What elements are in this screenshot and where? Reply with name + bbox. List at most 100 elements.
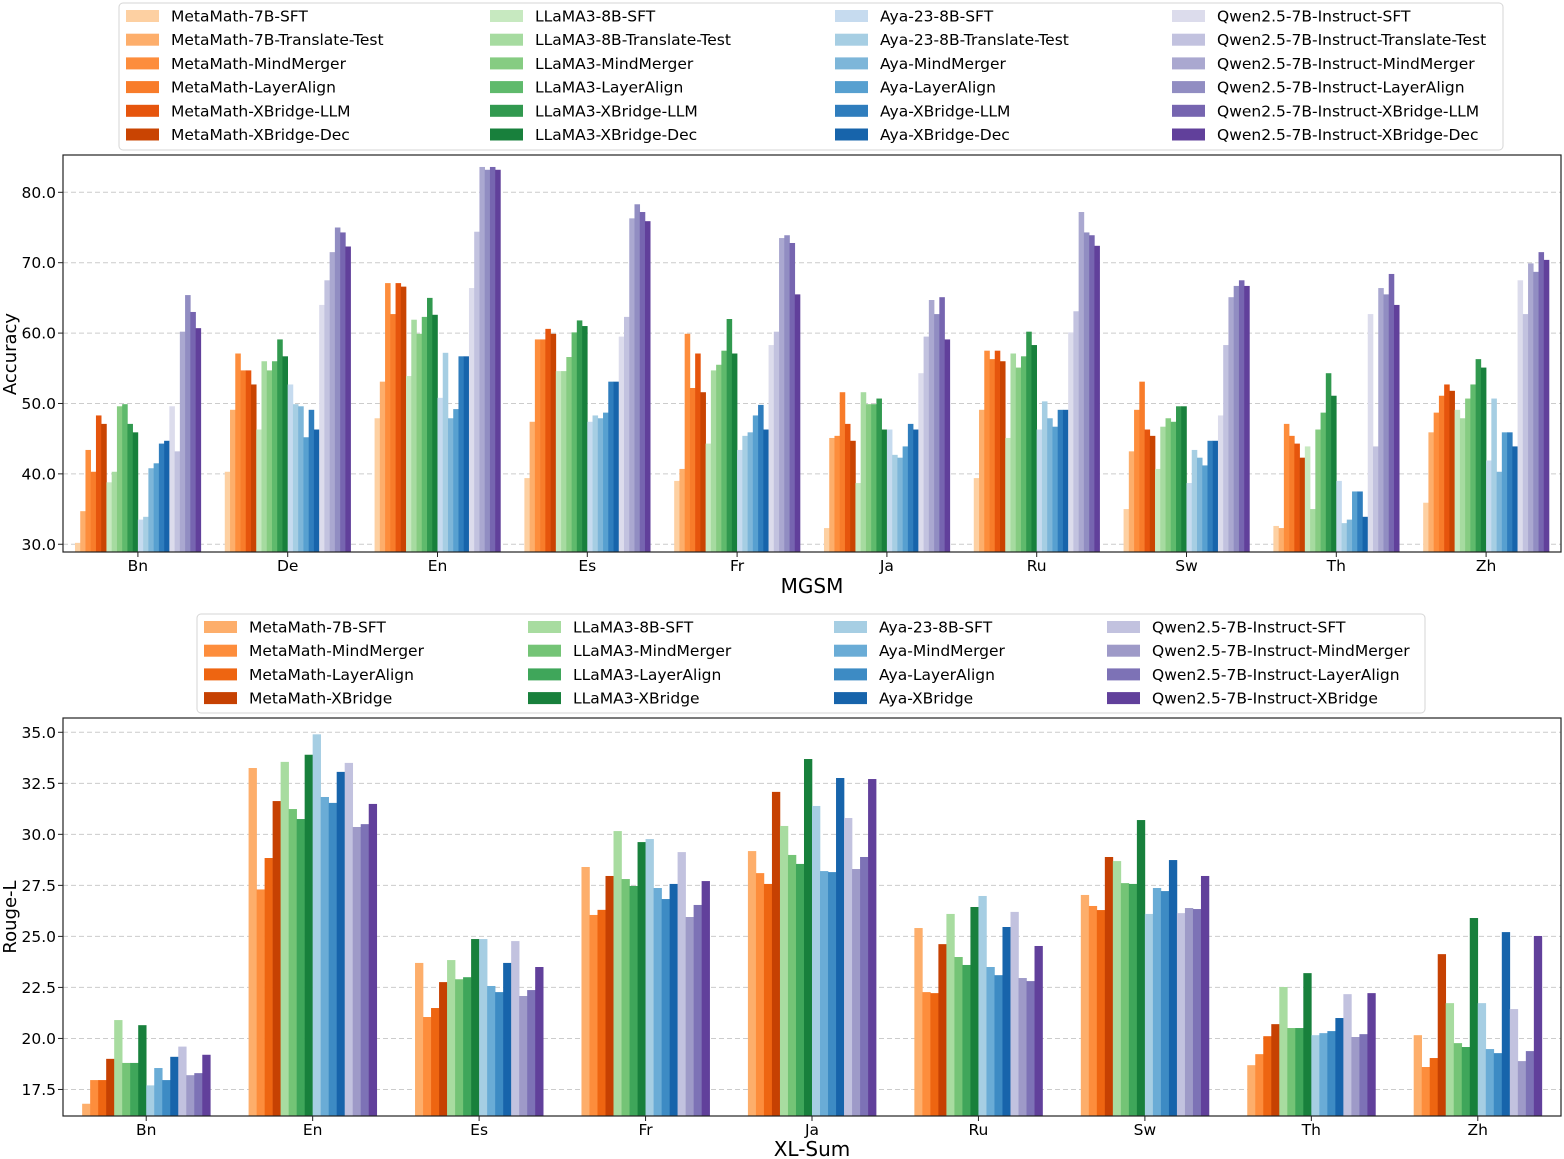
- legend-label: Qwen2.5-7B-Instruct-XBridge: [1152, 690, 1378, 708]
- bar-ru-6: [1005, 437, 1011, 552]
- bar-fr-17: [763, 429, 769, 552]
- bar-th-5: [1287, 1028, 1296, 1116]
- bar-th-20: [1378, 288, 1384, 552]
- bar-sw-12: [1186, 483, 1193, 552]
- bar-es-11: [582, 326, 588, 552]
- bar-zh-9: [1470, 384, 1476, 552]
- bar-bn-1: [90, 1080, 99, 1116]
- legend-item: LLaMA3-MindMerger: [490, 55, 694, 73]
- bar-sw-20: [1228, 297, 1234, 552]
- x-tick-label: Ja: [804, 1121, 819, 1139]
- bar-en-14: [447, 418, 454, 552]
- bar-sw-19: [1223, 345, 1229, 552]
- bar-th-13: [1351, 1037, 1360, 1116]
- bar-bn-9: [122, 404, 128, 552]
- legend-item: Qwen2.5-7B-Instruct-MindMerger: [1172, 55, 1475, 73]
- legend-swatch: [1107, 621, 1140, 633]
- bar-zh-16: [1507, 432, 1513, 552]
- legend-swatch: [126, 104, 159, 117]
- bar-zh-8: [1477, 1003, 1487, 1116]
- bar-ja-11: [881, 429, 888, 552]
- bar-en-10: [427, 297, 433, 552]
- bar-th-11: [1331, 395, 1337, 552]
- x-tick-label: Bn: [136, 1121, 156, 1139]
- bar-sw-11: [1168, 860, 1178, 1116]
- bar-es-5: [455, 979, 464, 1116]
- bar-bn-5: [101, 423, 107, 552]
- bar-fr-1: [589, 914, 598, 1116]
- bar-ja-5: [850, 440, 856, 552]
- bar-ja-3: [771, 791, 781, 1116]
- y-tick-label: 17.5: [21, 1081, 56, 1099]
- bar-es-20: [629, 218, 635, 552]
- bar-ru-12: [1010, 911, 1019, 1116]
- bar-bn-5: [122, 1062, 131, 1116]
- bar-fr-10: [726, 319, 733, 552]
- bar-th-16: [1357, 491, 1363, 552]
- bar-de-13: [292, 404, 299, 552]
- legend-label: LLaMA3-XBridge-LLM: [535, 102, 698, 120]
- bar-bn-8: [116, 406, 123, 552]
- x-tick-label: Fr: [638, 1121, 653, 1139]
- legend-swatch: [204, 668, 237, 681]
- bar-fr-8: [645, 839, 654, 1116]
- bar-bn-3: [90, 471, 97, 552]
- bar-zh-10: [1493, 1053, 1503, 1116]
- x-tick-label: Zh: [1468, 1121, 1488, 1139]
- legend-item: MetaMath-MindMerger: [126, 55, 347, 73]
- bar-th-6: [1295, 1028, 1304, 1116]
- bar-en-8: [312, 734, 321, 1116]
- legend-label: Qwen2.5-7B-Instruct-LayerAlign: [1217, 79, 1465, 97]
- y-tick-label: 35.0: [21, 724, 56, 742]
- bar-en-4: [280, 761, 289, 1116]
- bar-zh-4: [1445, 1003, 1455, 1116]
- bar-ru-7: [1010, 353, 1017, 552]
- bar-ru-1: [922, 992, 931, 1116]
- bar-en-17: [463, 356, 470, 552]
- bar-ja-16: [907, 423, 914, 552]
- bar-fr-4: [695, 353, 701, 552]
- legend-label: LLaMA3-8B-SFT: [535, 8, 656, 26]
- bar-en-12: [344, 762, 354, 1116]
- legend-item: LLaMA3-XBridge: [528, 690, 700, 708]
- legend-item: LLaMA3-8B-SFT: [490, 8, 656, 26]
- bar-ru-13: [1041, 401, 1048, 552]
- bar-fr-11: [731, 353, 738, 552]
- bar-ru-13: [1018, 978, 1027, 1116]
- legend-item: Qwen2.5-7B-Instruct-SFT: [1172, 8, 1411, 26]
- bar-ru-5: [954, 957, 963, 1116]
- bar-de-8: [266, 370, 273, 552]
- legend-item: Qwen2.5-7B-Instruct-LayerAlign: [1107, 666, 1400, 684]
- legend-label: LLaMA3-8B-Translate-Test: [535, 31, 731, 49]
- bar-ja-18: [918, 373, 924, 552]
- x-tick-label: Es: [470, 1121, 488, 1139]
- bar-sw-15: [1202, 465, 1208, 552]
- bar-en-10: [328, 802, 337, 1116]
- bar-bn-6: [106, 482, 112, 552]
- legend-swatch: [490, 81, 523, 94]
- legend-label: MetaMath-LayerAlign: [249, 666, 414, 684]
- bar-bn-0: [74, 542, 81, 552]
- bar-zh-0: [1413, 1035, 1423, 1116]
- legend-item: Aya-XBridge-Dec: [835, 126, 1010, 144]
- bar-sw-8: [1165, 418, 1172, 552]
- bar-th-5: [1299, 457, 1306, 552]
- bar-sw-7: [1160, 426, 1166, 552]
- bar-en-9: [421, 316, 428, 552]
- bar-th-9: [1319, 1033, 1328, 1116]
- legend-item: MetaMath-MindMerger: [204, 642, 425, 660]
- bar-bn-3: [106, 1058, 115, 1116]
- legend-swatch: [126, 57, 159, 70]
- bar-zh-8: [1465, 398, 1471, 552]
- legend-swatch: [835, 33, 868, 46]
- legend-swatch: [490, 128, 523, 141]
- legend-item: MetaMath-LayerAlign: [126, 79, 336, 97]
- x-tick-label: Ru: [968, 1121, 988, 1139]
- bar-sw-13: [1191, 449, 1198, 552]
- bar-fr-5: [700, 392, 706, 552]
- bar-es-15: [603, 412, 609, 552]
- bar-th-2: [1263, 1036, 1272, 1116]
- legend-item: Qwen2.5-7B-Instruct-LayerAlign: [1172, 79, 1465, 97]
- bar-fr-22: [789, 242, 796, 552]
- legend-label: Aya-LayerAlign: [879, 666, 995, 684]
